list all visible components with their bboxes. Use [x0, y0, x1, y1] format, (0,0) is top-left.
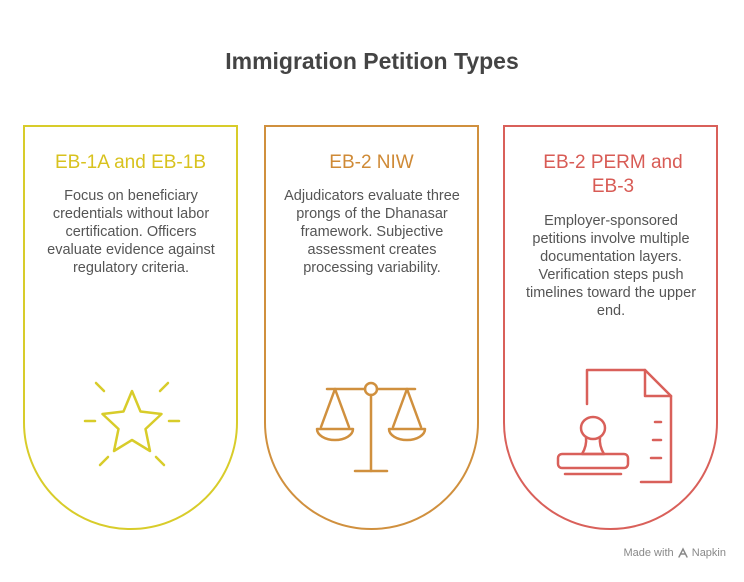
card-body: Employer-sponsored petitions involve mul… [525, 213, 697, 319]
card-body: Focus on beneficiary credentials without… [47, 188, 215, 276]
star-icon [83, 381, 181, 467]
card-eb2-perm-eb3: EB-2 PERM and EB-3 Employer-sponsored pe… [503, 125, 718, 530]
napkin-logo-icon [677, 547, 688, 558]
card-eb2-niw: EB-2 NIW Adjudicators evaluate three pro… [264, 125, 479, 530]
brand-label: Napkin [691, 547, 726, 559]
scales-icon [315, 381, 427, 473]
made-with-label: Made with [623, 547, 674, 559]
card-heading: EB-2 PERM and EB-3 [543, 152, 683, 197]
card-eb1: EB-1A and EB-1B Focus on beneficiary cre… [23, 125, 238, 530]
document-stamp-icon [556, 368, 673, 484]
card-body: Adjudicators evaluate three prongs of th… [284, 188, 460, 276]
footer: Made with Napkin [623, 547, 726, 559]
card-heading: EB-1A and EB-1B [54, 152, 207, 173]
page-title: Immigration Petition Types [225, 48, 519, 74]
card-heading: EB-2 NIW [329, 152, 414, 173]
